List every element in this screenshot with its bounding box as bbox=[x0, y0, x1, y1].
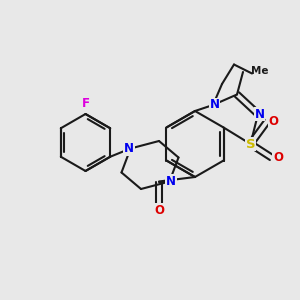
Text: O: O bbox=[154, 204, 164, 217]
Text: O: O bbox=[273, 151, 283, 164]
Text: N: N bbox=[124, 142, 134, 155]
Text: N: N bbox=[166, 175, 176, 188]
Text: N: N bbox=[254, 107, 265, 121]
Text: S: S bbox=[246, 137, 255, 151]
Text: Me: Me bbox=[251, 65, 269, 76]
Text: N: N bbox=[209, 98, 220, 112]
Text: O: O bbox=[268, 115, 279, 128]
Text: F: F bbox=[82, 97, 89, 110]
